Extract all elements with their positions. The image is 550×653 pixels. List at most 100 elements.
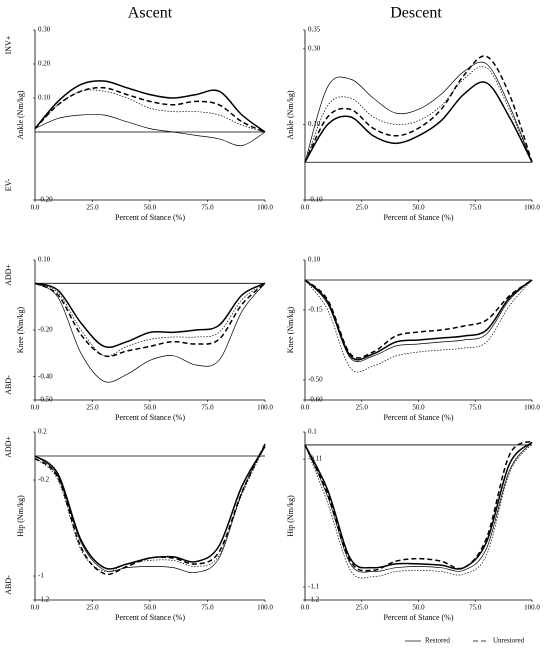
y-tick-label: 0.30 <box>38 26 51 34</box>
column-title: Ascent <box>128 5 173 22</box>
x-tick-label: 100.0 <box>524 604 540 612</box>
x-tick-label: 75.0 <box>201 604 214 612</box>
x-tick-label: 0.0 <box>31 404 40 412</box>
y-tick-label: -0.10 <box>308 196 323 204</box>
side-label: EV- <box>4 178 13 191</box>
y-tick-label: -1 <box>38 572 44 580</box>
y-axis-label: Ankle (Nm/kg) <box>286 90 295 139</box>
series-line <box>304 81 533 163</box>
y-tick-label: 0.20 <box>38 60 51 68</box>
y-tick-label: 0.1 <box>308 428 317 436</box>
y-axis-label: Ankle (Nm/kg) <box>16 90 25 139</box>
x-tick-label: 0.0 <box>31 204 40 212</box>
x-tick-label: 25.0 <box>86 604 99 612</box>
series-line <box>34 283 266 357</box>
y-axis-label: Knee (Nm/kg) <box>16 306 25 353</box>
y-tick-label: -0.40 <box>38 372 53 380</box>
series-line <box>34 443 266 576</box>
series-line <box>34 446 266 573</box>
x-tick-label: 0.0 <box>301 204 310 212</box>
y-tick-label: -0.11 <box>308 455 323 463</box>
series-line <box>304 441 533 570</box>
series-line <box>34 283 266 383</box>
x-tick-label: 50.0 <box>412 204 425 212</box>
y-tick-label: -0.60 <box>308 396 323 404</box>
y-tick-label: 0.2 <box>38 428 47 436</box>
x-axis-label: Percent of Stance (%) <box>384 413 454 422</box>
y-axis-label: Knee (Nm/kg) <box>286 306 295 353</box>
y-tick-label: -0.50 <box>308 376 323 384</box>
x-tick-label: 75.0 <box>469 204 482 212</box>
series-line <box>304 440 533 572</box>
y-tick-label: 0.10 <box>308 120 321 128</box>
series-line <box>304 61 533 163</box>
series-line <box>304 279 533 363</box>
series-line <box>34 446 266 570</box>
x-tick-label: 100.0 <box>524 204 540 212</box>
column-title: Descent <box>390 5 442 22</box>
x-tick-label: 100.0 <box>257 204 273 212</box>
x-tick-label: 50.0 <box>144 404 157 412</box>
y-tick-label: -1.2 <box>38 596 50 604</box>
series-line <box>304 279 533 361</box>
series-line <box>34 80 266 133</box>
x-tick-label: 75.0 <box>469 404 482 412</box>
legend-label: Unrestored <box>493 637 525 645</box>
y-tick-label: 0.10 <box>38 256 51 264</box>
x-tick-label: 25.0 <box>86 404 99 412</box>
y-tick-label: -0.50 <box>38 396 53 404</box>
y-tick-label: 0.10 <box>38 94 51 102</box>
x-axis-label: Percent of Stance (%) <box>115 213 185 222</box>
x-tick-label: 0.0 <box>301 404 310 412</box>
series-line <box>304 66 533 163</box>
series-line <box>304 279 533 359</box>
x-axis-label: Percent of Stance (%) <box>115 413 185 422</box>
x-axis-label: Percent of Stance (%) <box>384 213 454 222</box>
series-line <box>34 86 266 133</box>
y-axis-label: Hip (Nm/kg) <box>16 495 25 537</box>
x-tick-label: 25.0 <box>356 404 369 412</box>
y-tick-label: -1.2 <box>308 596 320 604</box>
x-tick-label: 100.0 <box>257 604 273 612</box>
x-tick-label: 50.0 <box>412 604 425 612</box>
y-axis-label: Hip (Nm/kg) <box>286 495 295 537</box>
x-tick-label: 25.0 <box>86 204 99 212</box>
y-tick-label: 0.10 <box>308 256 321 264</box>
series-line <box>304 55 533 163</box>
x-tick-label: 50.0 <box>412 404 425 412</box>
x-tick-label: 100.0 <box>257 404 273 412</box>
side-label: ADD+ <box>4 436 13 458</box>
y-tick-label: -1.1 <box>308 583 320 591</box>
x-tick-label: 50.0 <box>144 604 157 612</box>
x-tick-label: 100.0 <box>524 404 540 412</box>
x-tick-label: 75.0 <box>469 604 482 612</box>
side-label: ABD- <box>4 375 13 395</box>
y-tick-label: -0.2 <box>38 476 50 484</box>
x-axis-label: Percent of Stance (%) <box>115 613 185 622</box>
series-line <box>34 114 266 147</box>
series-line <box>34 282 266 358</box>
x-tick-label: 75.0 <box>201 204 214 212</box>
x-tick-label: 25.0 <box>356 604 369 612</box>
x-axis-label: Percent of Stance (%) <box>384 613 454 622</box>
series-line <box>304 443 533 579</box>
y-tick-label: 0.35 <box>308 26 321 34</box>
y-tick-label: -0.20 <box>38 326 53 334</box>
x-tick-label: 0.0 <box>301 604 310 612</box>
y-tick-label: -0.15 <box>308 306 323 314</box>
side-label: ABD- <box>4 575 13 595</box>
y-tick-label: -0.20 <box>38 196 53 204</box>
x-tick-label: 0.0 <box>31 604 40 612</box>
series-line <box>304 442 533 573</box>
series-line <box>34 443 266 574</box>
side-label: INV+ <box>4 35 13 54</box>
x-tick-label: 25.0 <box>356 204 369 212</box>
x-tick-label: 50.0 <box>144 204 157 212</box>
legend-label: Restored <box>425 637 450 645</box>
series-line <box>34 282 266 348</box>
x-tick-label: 75.0 <box>201 404 214 412</box>
y-tick-label: 0.30 <box>308 44 321 52</box>
series-line <box>304 279 533 373</box>
side-label: ADD+ <box>4 264 13 286</box>
